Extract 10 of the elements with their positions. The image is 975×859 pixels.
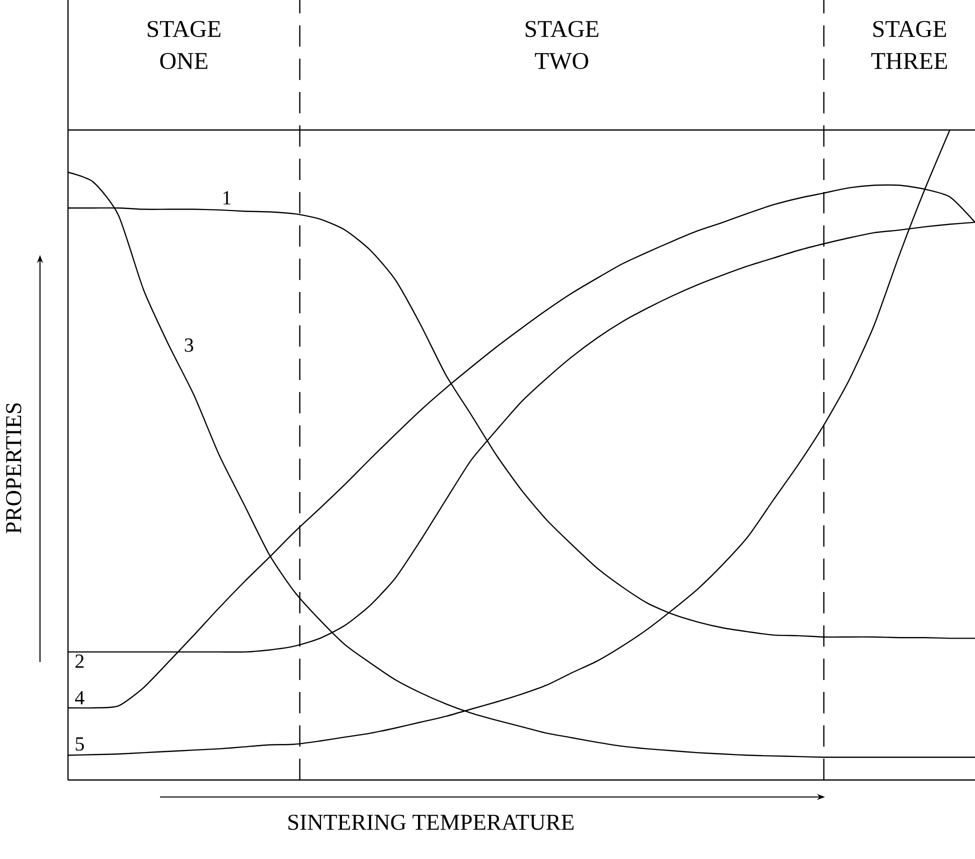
series-label: 3 <box>184 338 194 352</box>
series-label: 1 <box>223 191 231 204</box>
series-label: 2 <box>76 654 84 668</box>
text: STAGE TWO <box>526 20 598 70</box>
series-label: 4 <box>75 691 84 704</box>
text: STAGE ONE <box>148 20 220 70</box>
y-axis-title: PROPERTIES <box>6 403 22 534</box>
series-label: 5 <box>76 737 84 751</box>
x-axis-title: SINTERING TEMPERATURE <box>288 814 574 830</box>
text: STAGE THREE <box>871 20 947 69</box>
